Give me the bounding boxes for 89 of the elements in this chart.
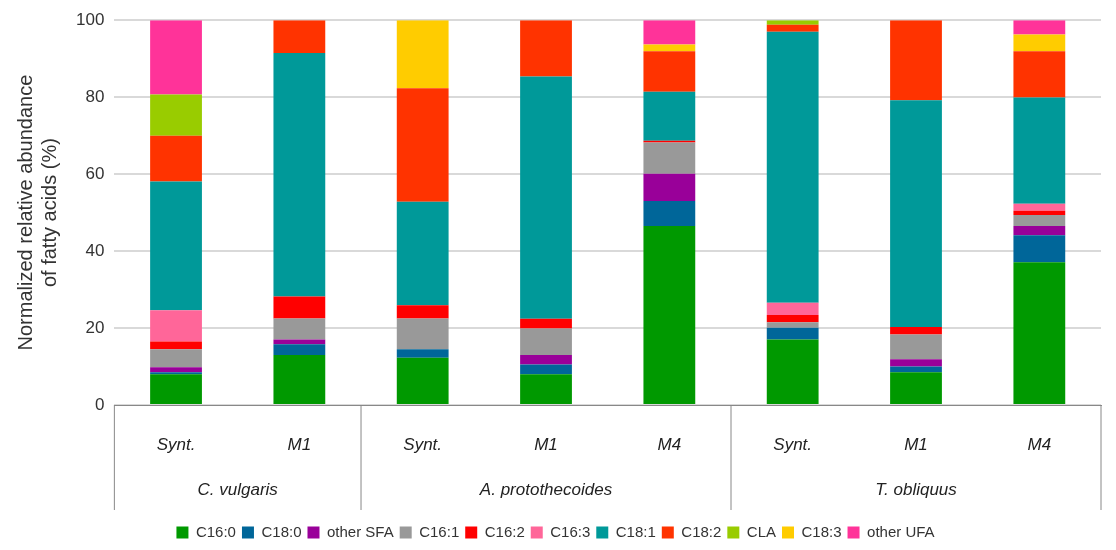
bar (150, 341, 202, 350)
bar (396, 88, 449, 202)
bar (643, 91, 696, 141)
bar (150, 20, 202, 95)
bar (1013, 97, 1066, 204)
bar (520, 374, 572, 404)
bar (520, 20, 572, 77)
bar (766, 24, 819, 32)
bar (643, 20, 696, 45)
bar (766, 339, 819, 404)
bar (520, 318, 572, 329)
x-tick-label: Synt. (156, 434, 196, 454)
bar (396, 318, 449, 350)
bar (520, 354, 572, 365)
bar (766, 314, 819, 323)
bar (396, 20, 449, 89)
bar (520, 76, 572, 319)
bar (890, 100, 942, 327)
bar (890, 326, 942, 335)
bar (273, 20, 326, 53)
bar (766, 302, 819, 315)
bar (1013, 214, 1066, 227)
legend-label: C16:2 (484, 522, 525, 540)
bar (643, 51, 696, 92)
y-tick-label: 40 (85, 240, 105, 260)
legend-label: C18:0 (261, 522, 302, 540)
bar (520, 364, 572, 375)
legend-label: C16:3 (550, 522, 591, 540)
bar (890, 334, 942, 360)
bar (643, 226, 696, 404)
bar (396, 201, 449, 306)
bar (150, 374, 202, 404)
bar (1013, 203, 1066, 211)
x-tick-label: M1 (287, 434, 312, 454)
bar (150, 135, 202, 182)
text: C. vulgaris (197, 479, 279, 499)
legend-label: CLA (746, 522, 777, 540)
x-tick-label: Synt. (773, 434, 813, 454)
y-tick-label: 0 (94, 394, 105, 414)
legend-label: C18:1 (615, 522, 656, 540)
legend-label: other UFA (867, 522, 935, 540)
x-tick-label: M4 (657, 434, 682, 454)
bar (150, 367, 202, 373)
y-tick-label: 100 (75, 9, 105, 29)
bar (520, 328, 572, 355)
legend-label: C16:0 (195, 522, 236, 540)
y-axis-title: Normalized relative abundance of fatty acids (%) (13, 74, 60, 351)
text: T. obliquus (875, 479, 958, 499)
x-tick-label: M1 (904, 434, 928, 454)
bar (766, 322, 819, 328)
bar (1013, 20, 1066, 35)
bar (150, 94, 202, 136)
bar (643, 142, 696, 174)
bar (643, 173, 696, 202)
bar (273, 296, 326, 319)
bar (1013, 34, 1066, 52)
legend-label: C18:3 (801, 522, 842, 540)
legend-label: C18:2 (681, 522, 722, 540)
y-tick-label: 20 (85, 317, 105, 337)
bar (890, 372, 942, 404)
bar (273, 318, 326, 340)
bar (150, 349, 202, 368)
x-tick-label: M1 (534, 434, 558, 454)
bar (1013, 262, 1066, 404)
bar (396, 357, 449, 404)
text: A. protothecoides (478, 479, 613, 499)
x-tick-label: M4 (1027, 434, 1052, 454)
bar (396, 305, 449, 319)
bar (766, 327, 819, 340)
bar (890, 20, 942, 101)
bar (766, 31, 819, 303)
x-tick-label: Synt. (403, 434, 443, 454)
bar (1013, 210, 1066, 215)
legend-label: C16:1 (419, 522, 460, 540)
bar (1013, 226, 1066, 236)
bar (273, 344, 326, 355)
bar (396, 349, 449, 358)
bar (1013, 235, 1066, 263)
bar (1013, 51, 1066, 98)
bar (273, 52, 326, 297)
y-tick-label: 80 (85, 86, 105, 106)
bar (643, 44, 696, 52)
bar (643, 201, 696, 227)
legend-label: other SFA (326, 522, 394, 540)
bar (273, 354, 326, 404)
bar (150, 181, 202, 311)
bar (150, 310, 202, 342)
bar (890, 359, 942, 367)
y-tick-label: 60 (85, 163, 105, 183)
